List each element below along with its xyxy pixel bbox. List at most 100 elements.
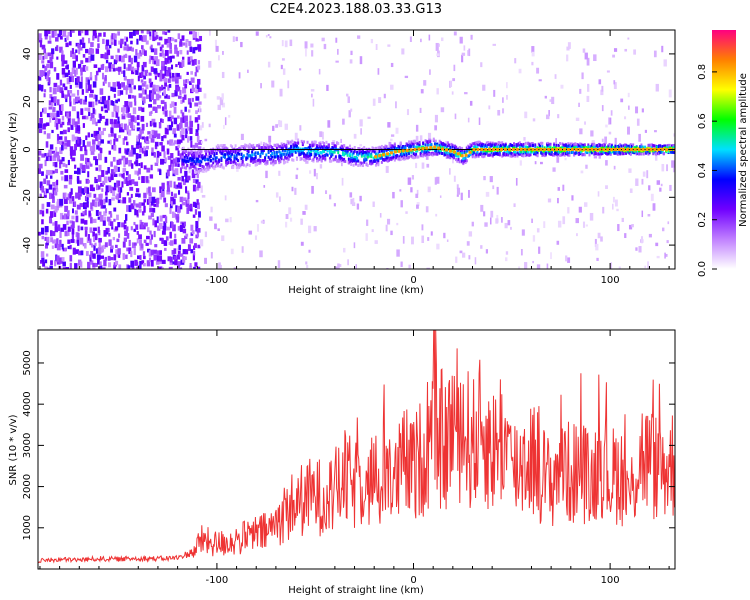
spectrogram-cell [183,149,186,153]
tracked-signal-point [378,154,382,158]
spectrogram-cell [313,140,316,144]
spectrogram-cell [587,143,590,147]
spectrogram-cell [304,147,307,151]
spectrogram-cell [484,143,487,147]
spectrogram-cell [557,150,560,154]
spectrogram-cell [353,155,356,159]
spectrogram-cell [174,47,178,54]
spectrogram-cell [107,255,111,261]
spectrogram-cell [48,77,51,84]
spectrogram-cell [507,150,510,154]
spectrogram-cell [480,62,483,68]
spectrogram-cell [143,96,146,104]
spectrogram-cell [101,115,105,119]
spectrogram-cell [149,96,152,102]
spectrogram-cell [482,143,485,147]
spectrogram-cell [672,146,675,150]
y-tick-label: 1000 [22,515,33,540]
spectrogram-cell [102,81,105,86]
spectrogram-cell [640,152,643,156]
spectrogram-cell [397,144,400,148]
spectrogram-cell [54,260,57,267]
spectrogram-cell [195,38,200,42]
spectrogram-cell [128,94,132,99]
spectrogram-cell [639,149,642,153]
spectrogram-cell [85,178,89,184]
spectrogram-cell [319,131,323,138]
spectrogram-cell [205,162,208,166]
spectrogram-cell [291,158,294,162]
spectrogram-cell [281,152,284,156]
spectrogram-cell [148,134,153,139]
spectrogram-cell [215,156,218,160]
spectrogram-cell [76,96,80,101]
tracked-signal-point [570,148,574,151]
tracked-signal-point [617,148,621,151]
spectrogram-cell [61,144,64,151]
spectrogram-cell [195,96,200,101]
spectrogram-cell [41,257,45,263]
spectrogram-cell [350,156,353,160]
spectrogram-cell [194,102,199,107]
spectrogram-cell [196,202,200,210]
spectrogram-cell [628,144,631,148]
spectrogram-cell [570,151,573,155]
spectrogram-cell [143,50,147,56]
spectrogram-cell [70,50,73,58]
spectrogram-cell [51,193,55,199]
spectrogram-cell [427,237,430,241]
spectrogram-cell [167,30,171,33]
spectrogram-cell [97,134,102,140]
spectrogram-cell [45,253,49,257]
spectrogram-cell [468,154,471,158]
spectrogram-cell [311,50,314,57]
spectrogram-cell [199,239,204,247]
spectrogram-cell [374,146,377,150]
spectrogram-cell [360,161,363,165]
spectrogram-cell [321,156,324,160]
spectrogram-cell [53,96,57,104]
spectrogram-cell [77,167,81,175]
spectrogram-cell [128,179,132,186]
spectrogram-cell [566,144,569,148]
spectrogram-cell [251,153,254,157]
spectrogram-cell [593,54,597,62]
spectrogram-cell [421,235,425,243]
spectrogram-cell [642,171,646,177]
spectrogram-cell [627,37,630,40]
spectrogram-cell [424,153,427,157]
spectrogram-cell [173,239,177,245]
spectrogram-cell [582,221,586,228]
spectrogram-cell [389,157,392,161]
spectrogram-cell [238,156,242,164]
spectrogram-cell [524,111,528,119]
spectrogram-cell [640,145,643,149]
spectrogram-cell [464,158,467,162]
spectrogram-cell [67,90,71,97]
spectrogram-cell [80,250,84,256]
spectrogram-cell [307,146,310,150]
spectrogram-cell [306,156,309,160]
spectrogram-cell [195,170,198,174]
spectrogram-cell [131,95,135,99]
spectrogram-cell [75,249,80,254]
spectrogram-cell [160,158,164,165]
spectrogram-cell [102,205,106,209]
colorbar-tick-label: 0.6 [697,113,708,129]
spectrogram-cell [498,144,501,148]
spectrogram-cell [147,248,151,253]
spectrogram-cell [389,149,392,153]
spectrogram-cell [408,152,411,156]
spectrogram-cell [428,153,431,157]
spectrogram-cell [89,238,92,246]
spectrogram-cell [592,143,595,147]
spectrogram-cell [187,153,190,157]
spectrogram-cell [380,144,383,148]
spectrogram-cell [220,156,223,160]
spectrogram-cell [157,72,161,78]
spectrogram-cell [99,261,102,266]
tracked-signal-point [535,148,539,151]
spectrogram-cell [245,164,248,168]
spectrogram-cell [194,202,199,209]
